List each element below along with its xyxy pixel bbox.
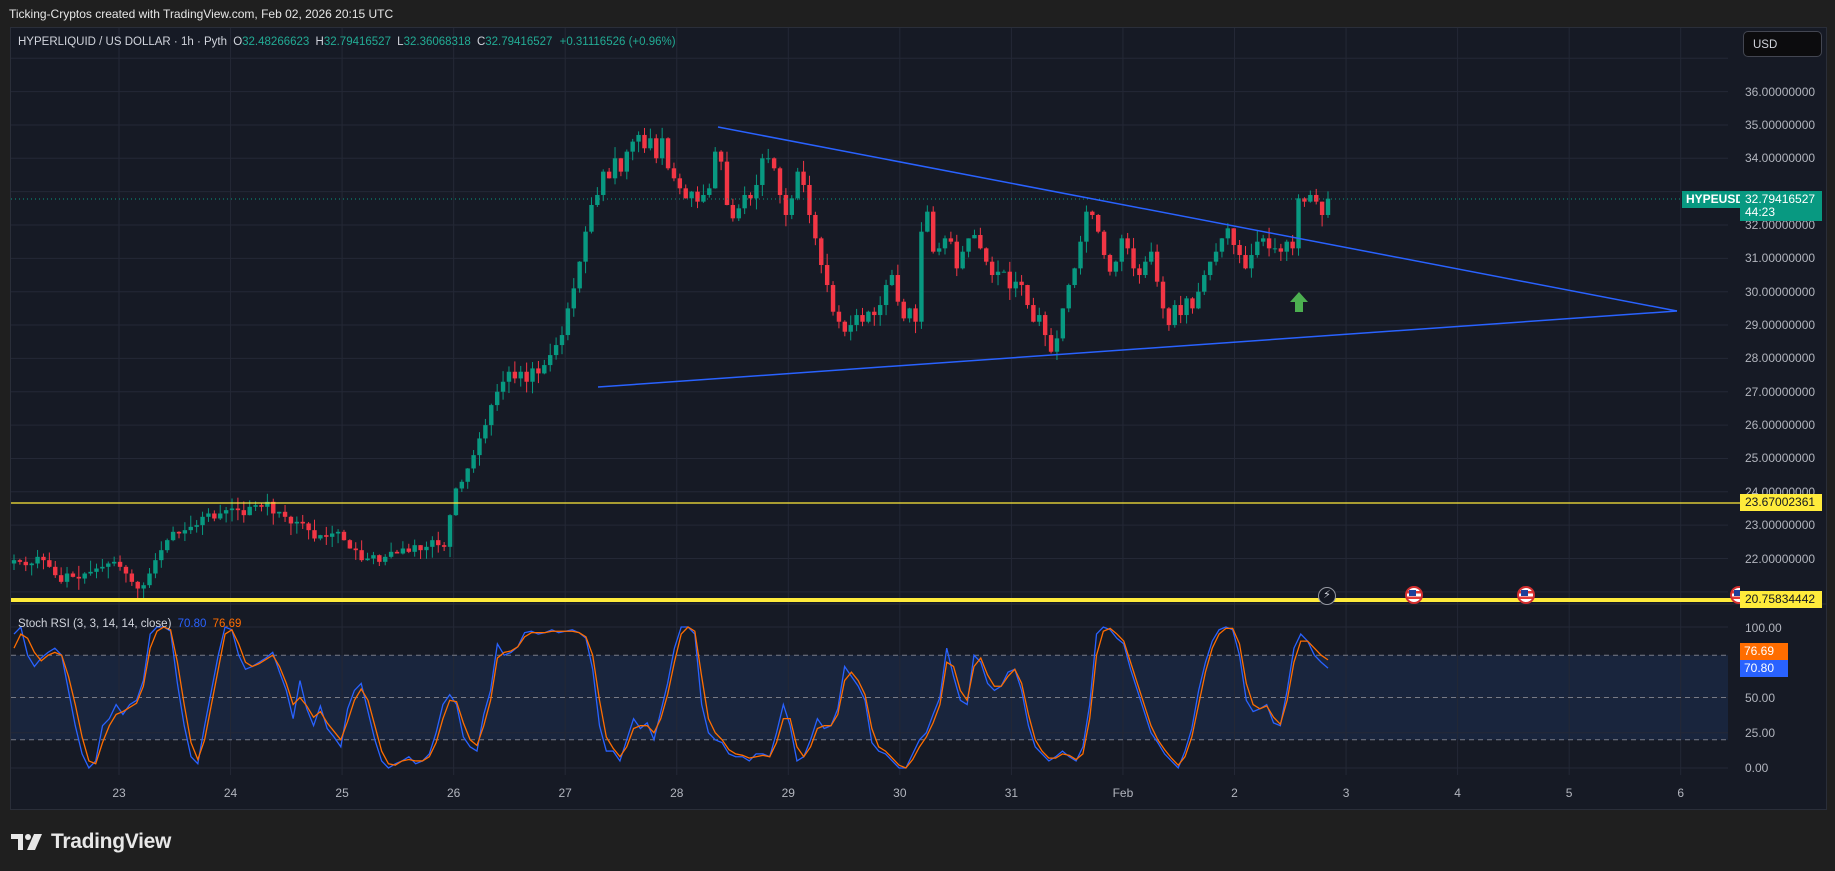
time-tick: 28 [670, 786, 684, 800]
price-tick: 25.00000000 [1745, 451, 1816, 466]
last-price-value: 32.79416527 [1745, 192, 1816, 206]
high-value: 32.79416527 [323, 36, 391, 48]
time-tick: 27 [558, 786, 572, 800]
k-value: 70.80 [177, 618, 207, 630]
stoch-rsi-legend: Stoch RSI (3, 3, 14, 14, close) 70.80 76… [18, 618, 241, 630]
price-tick: 23.00000000 [1745, 518, 1816, 533]
price-tick: 32.00000000 [1745, 218, 1816, 232]
time-tick: 5 [1565, 786, 1573, 800]
symbol-title[interactable]: HYPERLIQUID / US DOLLAR · 1h · Pyth [18, 36, 227, 48]
lightning-event-icon[interactable]: ⚡ [1318, 587, 1336, 605]
us-flag-event-icon[interactable] [1517, 586, 1535, 604]
indicator-name[interactable]: Stoch RSI (3, 3, 14, 14, close) [18, 618, 172, 630]
time-tick: Feb [1112, 786, 1134, 800]
level-upper-tag: 23.67002361 [1740, 494, 1822, 511]
close-label: C [476, 36, 486, 48]
k-value-tag: 70.80 [1740, 660, 1788, 677]
time-tick: 24 [223, 786, 238, 800]
chart-attribution: Ticking-Cryptos created with TradingView… [9, 7, 394, 21]
high-label: H [315, 36, 324, 48]
price-tick: 34.00000000 [1745, 151, 1816, 166]
price-tick: 22.00000000 [1745, 551, 1816, 566]
time-tick: 29 [781, 786, 795, 800]
symbol-legend: HYPERLIQUID / US DOLLAR · 1h · Pyth O32.… [18, 36, 676, 48]
rsi-tick-25: 25.00 [1745, 726, 1776, 740]
last-price-tag: 32.79416527 44:23 [1740, 191, 1822, 221]
d-value: 76.69 [212, 618, 242, 630]
time-tick: 31 [1004, 786, 1019, 800]
time-tick: 6 [1677, 786, 1685, 800]
time-tick: 2 [1231, 786, 1238, 800]
price-tick: 35.00000000 [1745, 117, 1816, 132]
tradingview-logo-icon [11, 834, 42, 850]
time-tick: 26 [446, 786, 461, 800]
rsi-tick-50: 50.00 [1745, 691, 1776, 705]
level-lower-tag: 20.75834442 [1740, 591, 1822, 608]
time-tick: 4 [1454, 786, 1461, 800]
d-value-tag: 76.69 [1740, 643, 1788, 660]
price-tick: 26.00000000 [1745, 418, 1816, 433]
brand-name: TradingView [51, 830, 172, 853]
close-value: 32.79416527 [485, 36, 553, 48]
currency-button[interactable]: USD [1743, 31, 1822, 57]
price-tick: 29.00000000 [1745, 318, 1816, 333]
tradingview-logo[interactable]: TradingView [11, 830, 171, 854]
time-tick: 25 [335, 786, 349, 800]
rsi-tick-100: 100.00 [1745, 621, 1782, 635]
price-tick: 36.00000000 [1745, 84, 1816, 99]
open-label: O [233, 36, 243, 48]
us-flag-event-icon[interactable] [1405, 586, 1423, 604]
low-label: L [397, 36, 404, 48]
bar-countdown: 44:23 [1745, 205, 1776, 219]
time-tick: 3 [1342, 786, 1350, 800]
symbol-price-tag: HYPEUSD [1682, 191, 1749, 208]
us-flag-event-icon[interactable] [1730, 586, 1740, 604]
time-tick: 30 [893, 786, 907, 800]
price-tick: 28.00000000 [1745, 351, 1816, 366]
change-value: +0.31116526 (+0.96%) [559, 36, 676, 48]
price-tick: 31.00000000 [1745, 251, 1816, 266]
low-value: 32.36068318 [403, 36, 471, 48]
time-tick: 23 [112, 786, 126, 800]
open-value: 32.48266623 [242, 36, 310, 48]
price-tick: 27.00000000 [1745, 384, 1816, 399]
price-tick: 30.00000000 [1745, 284, 1816, 299]
rsi-tick-0: 0.00 [1745, 761, 1769, 775]
